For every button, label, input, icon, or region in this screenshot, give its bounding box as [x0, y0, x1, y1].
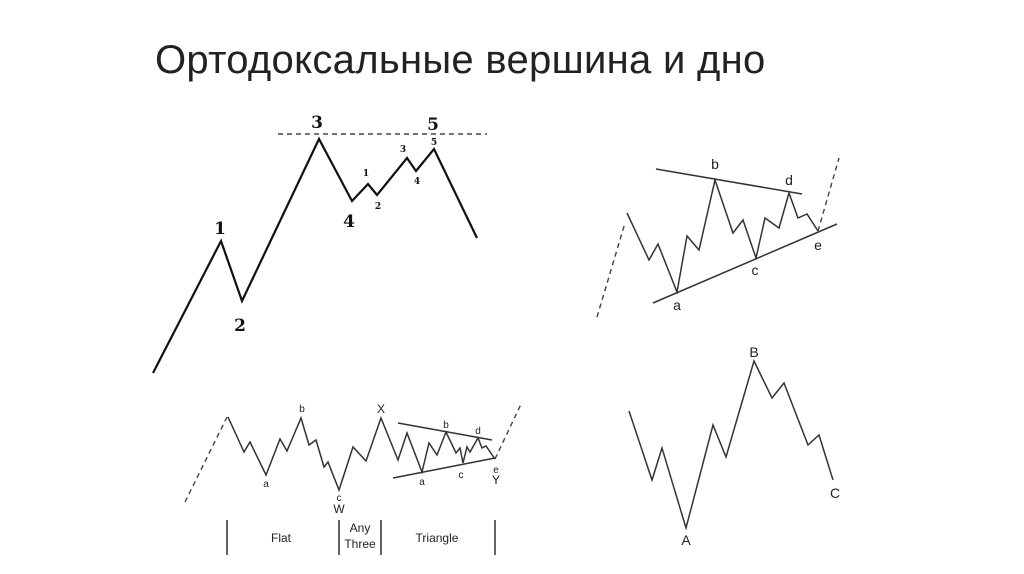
- combo-label-c2: c: [459, 470, 464, 481]
- section-label-flat: Flat: [271, 531, 292, 545]
- triangle-label-c: c: [752, 262, 759, 278]
- combo-label-W: W: [333, 502, 345, 516]
- combo-upper-trendline: [397, 422, 493, 441]
- combo-label-e2: e: [493, 465, 499, 476]
- combo-label-b1: b: [299, 404, 305, 415]
- zigzag-label-B: B: [749, 344, 758, 360]
- combination-wave-line: [227, 415, 496, 493]
- triangle-label-b: b: [711, 156, 719, 172]
- combo-label-c1: c: [337, 493, 342, 504]
- triangle-label-e: e: [814, 237, 822, 253]
- combo-entry-dashed-line: [184, 416, 228, 503]
- combo-label-b2: b: [443, 420, 449, 431]
- combination-diagram: b a c W X b d a c e Y Flat Any Three Tri…: [184, 401, 523, 555]
- section-label-three: Three: [344, 537, 376, 551]
- subwave-label-1: 1: [363, 169, 369, 179]
- subwave-label-4: 4: [414, 177, 420, 187]
- upper-trendline: [655, 168, 803, 195]
- lower-trendline: [652, 223, 838, 304]
- zigzag-label-C: C: [830, 485, 840, 501]
- triangle-wave-line: [626, 177, 819, 295]
- triangle-diagram: b d e c a: [596, 156, 840, 318]
- impulse-wave-line: [152, 136, 478, 374]
- wave-label-4: 4: [343, 212, 355, 232]
- zigzag-diagram: A B C: [628, 344, 840, 548]
- combo-lower-trendline: [392, 457, 496, 479]
- section-dividers: [226, 520, 496, 555]
- zigzag-wave-line: [628, 358, 834, 531]
- combo-label-a1: a: [263, 479, 269, 490]
- combo-label-a2: a: [419, 477, 425, 488]
- wave-label-5: 5: [427, 115, 439, 135]
- exit-dashed-line: [817, 157, 840, 232]
- entry-dashed-line: [596, 222, 626, 318]
- wave-label-1: 1: [214, 219, 226, 239]
- wave-label-3: 3: [311, 113, 323, 133]
- subwave-label-5: 5: [431, 138, 437, 148]
- subwave-label-3: 3: [400, 145, 406, 155]
- triangle-label-d: d: [785, 172, 793, 188]
- slide-title: Ортодоксальные вершина и дно: [155, 38, 766, 82]
- triangle-label-a: a: [673, 297, 681, 313]
- section-label-any: Any: [350, 521, 371, 535]
- subwave-label-2: 2: [375, 202, 381, 212]
- wave-label-2: 2: [234, 316, 246, 336]
- section-label-triangle: Triangle: [416, 531, 459, 545]
- combo-label-X: X: [377, 402, 385, 416]
- combo-label-Y: Y: [492, 473, 500, 487]
- zigzag-label-A: A: [681, 532, 691, 548]
- combo-label-d2: d: [475, 426, 481, 437]
- impulse-top-diagram: 3 5 1 2 4 1 2 3 4 5: [152, 113, 487, 374]
- combo-exit-dashed-line: [494, 401, 523, 460]
